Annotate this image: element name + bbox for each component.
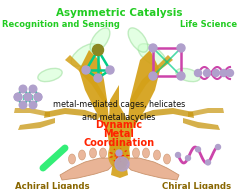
Polygon shape <box>111 162 128 178</box>
Ellipse shape <box>132 148 140 158</box>
Polygon shape <box>65 55 107 105</box>
Ellipse shape <box>78 150 86 160</box>
Circle shape <box>34 93 42 101</box>
Polygon shape <box>18 118 55 130</box>
Text: Asymmetric Catalysis: Asymmetric Catalysis <box>56 8 182 18</box>
Ellipse shape <box>138 44 166 66</box>
Ellipse shape <box>38 68 62 82</box>
Circle shape <box>24 93 32 101</box>
Text: Dynamic: Dynamic <box>95 120 142 130</box>
Circle shape <box>149 44 157 52</box>
Text: Coordination: Coordination <box>83 138 155 148</box>
Circle shape <box>185 156 190 161</box>
Ellipse shape <box>163 154 170 164</box>
Text: Life Science: Life Science <box>180 20 237 29</box>
Polygon shape <box>79 50 160 165</box>
Ellipse shape <box>153 150 161 160</box>
Polygon shape <box>124 158 179 180</box>
Ellipse shape <box>99 148 107 158</box>
Circle shape <box>115 157 129 171</box>
Polygon shape <box>130 55 173 105</box>
Circle shape <box>82 66 90 74</box>
Circle shape <box>29 85 37 93</box>
Circle shape <box>14 93 22 101</box>
Text: metal-mediated cages, helicates
and metallacycles: metal-mediated cages, helicates and meta… <box>53 100 185 122</box>
Circle shape <box>220 70 227 77</box>
Ellipse shape <box>89 148 97 158</box>
Circle shape <box>19 85 27 93</box>
Circle shape <box>29 101 37 109</box>
Circle shape <box>149 72 157 80</box>
Circle shape <box>203 70 211 77</box>
Circle shape <box>92 44 103 56</box>
Polygon shape <box>60 158 115 180</box>
Circle shape <box>94 74 102 82</box>
Circle shape <box>116 150 122 156</box>
Text: Chiral Ligands: Chiral Ligands <box>163 182 232 189</box>
Circle shape <box>212 70 219 77</box>
Circle shape <box>216 145 221 149</box>
Circle shape <box>14 93 22 101</box>
Ellipse shape <box>71 44 99 66</box>
Ellipse shape <box>142 148 150 158</box>
Polygon shape <box>183 118 220 130</box>
Circle shape <box>34 93 42 101</box>
Circle shape <box>196 147 201 152</box>
Ellipse shape <box>128 28 148 52</box>
Ellipse shape <box>90 28 110 52</box>
Text: Recognition and Sensing: Recognition and Sensing <box>2 20 120 29</box>
Circle shape <box>195 70 201 77</box>
Circle shape <box>206 160 211 165</box>
Polygon shape <box>138 108 194 120</box>
Ellipse shape <box>108 141 130 169</box>
Polygon shape <box>14 108 50 117</box>
Circle shape <box>177 44 185 52</box>
Circle shape <box>175 153 180 157</box>
Circle shape <box>177 72 185 80</box>
Circle shape <box>19 101 27 109</box>
Text: Achiral Ligands: Achiral Ligands <box>15 182 89 189</box>
Circle shape <box>24 93 32 101</box>
Ellipse shape <box>176 68 200 82</box>
Circle shape <box>227 70 234 77</box>
Ellipse shape <box>69 154 76 164</box>
Polygon shape <box>44 108 100 120</box>
Text: Metal: Metal <box>103 129 134 139</box>
Circle shape <box>106 66 114 74</box>
Polygon shape <box>188 108 224 117</box>
